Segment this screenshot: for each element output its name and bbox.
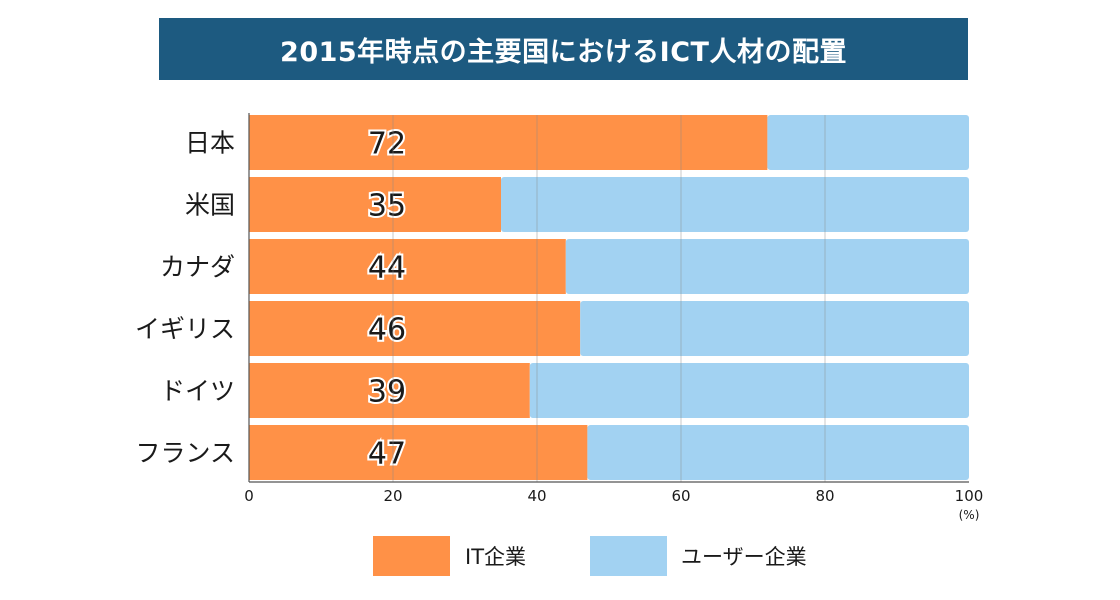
x-tick-label: 40: [527, 487, 546, 505]
bar-user-2: [565, 239, 969, 294]
category-label: フランス: [135, 439, 235, 468]
chart-title: 2015年時点の主要国におけるICT人材の配置: [159, 18, 968, 80]
bar-it-5: [249, 425, 588, 480]
legend-label-it: IT企業: [465, 545, 526, 569]
category-label: イギリス: [135, 315, 235, 344]
legend-swatch-it: [373, 536, 450, 576]
value-label: 35: [368, 189, 406, 224]
bar-user-5: [587, 425, 969, 480]
bar-it-0: [249, 115, 768, 170]
category-label: 米国: [185, 191, 235, 220]
bar-it-4: [249, 363, 530, 418]
bar-user-3: [580, 301, 969, 356]
category-label: カナダ: [160, 253, 235, 282]
bar-user-4: [529, 363, 969, 418]
bar-it-3: [249, 301, 581, 356]
value-label: 44: [368, 251, 406, 286]
category-label: 日本: [185, 129, 235, 158]
x-tick-label: 100: [955, 487, 984, 505]
category-label: ドイツ: [160, 377, 235, 406]
x-tick-label: 80: [815, 487, 834, 505]
bar-it-2: [249, 239, 566, 294]
x-tick-label: 60: [671, 487, 690, 505]
x-tick-label: 0: [244, 487, 254, 505]
bar-it-1: [249, 177, 501, 232]
bar-user-1: [501, 177, 969, 232]
value-label: 39: [368, 375, 406, 410]
legend-swatch-user: [590, 536, 667, 576]
legend-label-user: ユーザー企業: [681, 545, 807, 569]
value-label: 46: [368, 313, 406, 348]
value-label: 72: [368, 127, 406, 162]
unit-label: (%): [959, 508, 980, 522]
x-tick-label: 20: [383, 487, 402, 505]
bar-user-0: [767, 115, 969, 170]
value-label: 47: [368, 437, 406, 472]
